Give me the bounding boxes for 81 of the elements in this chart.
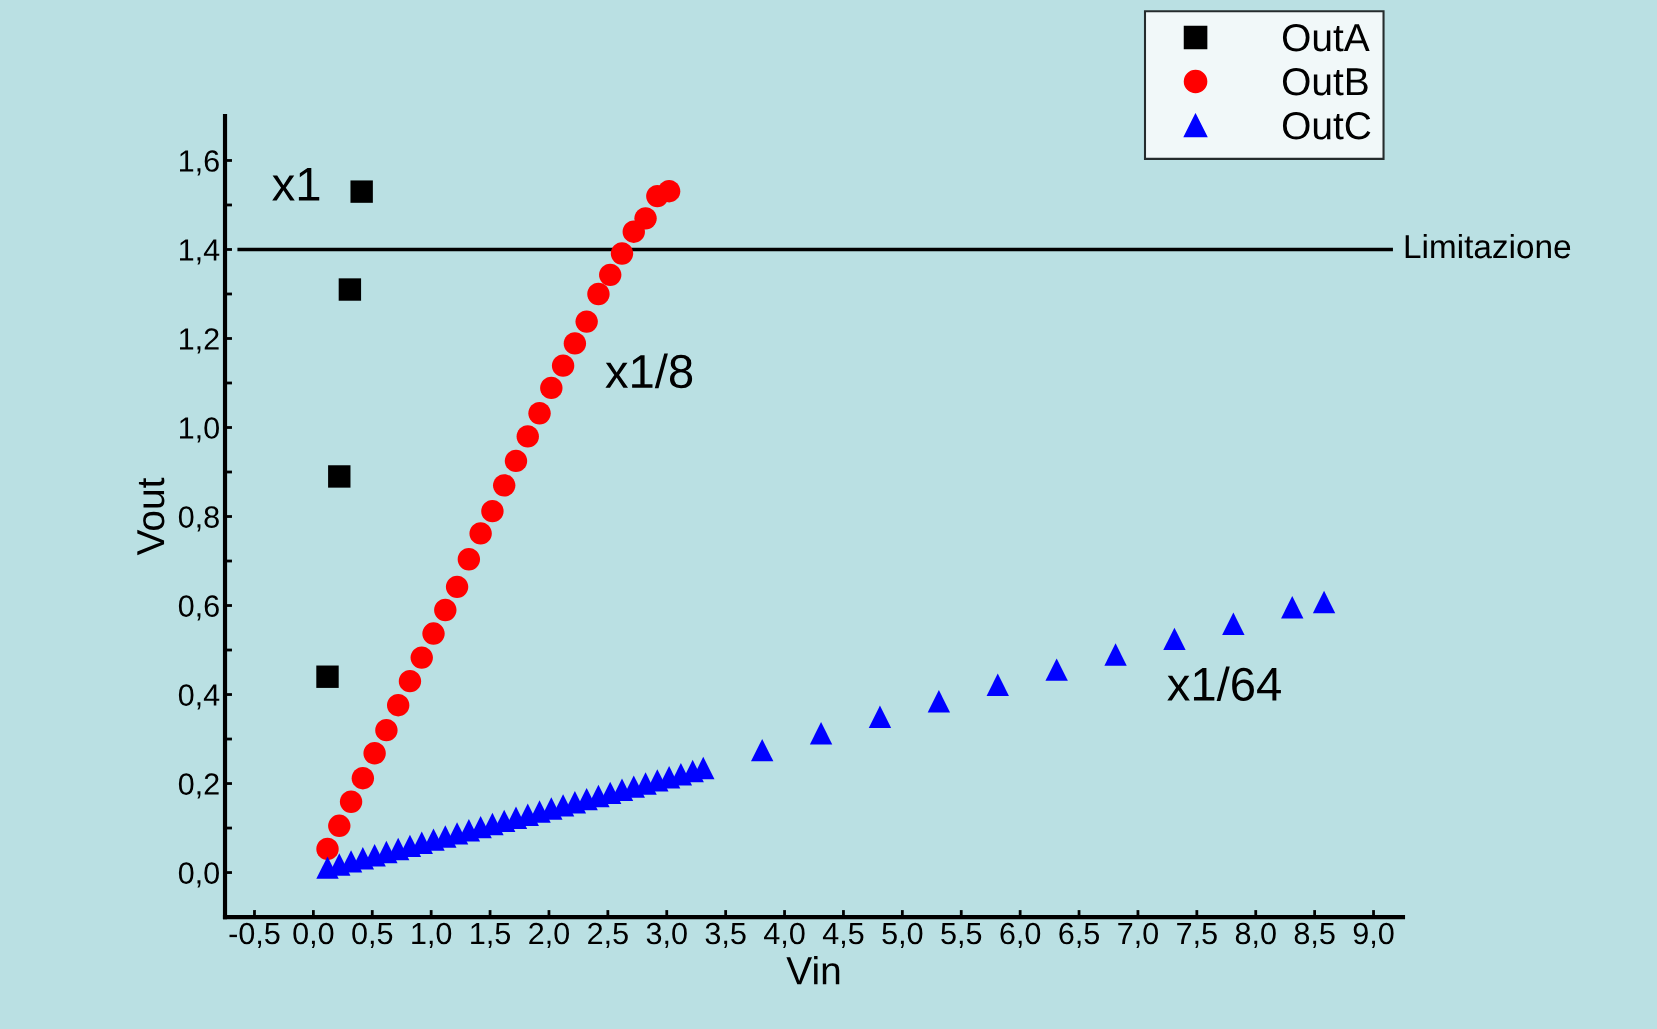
y-axis-title: Vout — [137, 477, 165, 556]
point — [599, 263, 622, 287]
point — [657, 179, 681, 203]
point — [516, 425, 539, 448]
point — [575, 310, 598, 333]
y-tick-label: 1,0 — [180, 417, 219, 443]
point — [328, 814, 351, 838]
point — [338, 278, 362, 301]
y-tick-label: 1,6 — [180, 150, 219, 176]
point — [410, 646, 433, 669]
annotation: x1/64 — [1167, 666, 1281, 702]
annotation: x1 — [272, 168, 320, 201]
point — [1281, 596, 1304, 619]
point — [457, 548, 481, 571]
x-tick-label: 4,0 — [764, 922, 805, 948]
point — [481, 499, 504, 523]
point — [1163, 627, 1186, 651]
point — [1104, 643, 1127, 666]
x-tick-label: 1,5 — [471, 923, 511, 948]
point — [363, 742, 386, 765]
x-tick-label: -0,5 — [229, 922, 280, 948]
x-tick-label: 5,5 — [941, 923, 982, 948]
x-tick-label: 2,5 — [588, 922, 628, 948]
x-tick-label: 2,0 — [529, 922, 569, 948]
point — [868, 705, 892, 728]
y-tick-label: 0,6 — [178, 595, 219, 621]
point — [528, 402, 551, 425]
legend-label: OutB — [1282, 67, 1368, 96]
x-tick-label: 6,5 — [1059, 922, 1099, 948]
y-tick-label: 0,0 — [178, 862, 219, 888]
x-tick-label: 4,5 — [822, 923, 864, 948]
x-tick-label: 7,5 — [1177, 923, 1217, 948]
point — [1312, 590, 1336, 614]
y-tick-label: 0,4 — [178, 684, 220, 710]
point — [469, 522, 492, 545]
point — [809, 722, 833, 745]
point — [316, 665, 339, 688]
point — [540, 376, 563, 400]
ref-line-label: Limitazione — [1405, 233, 1571, 259]
point — [1045, 658, 1068, 681]
annotation: x1/8 — [605, 353, 693, 389]
point — [634, 207, 657, 230]
x-tick-label: 8,0 — [1235, 922, 1276, 948]
point — [339, 790, 363, 813]
x-tick-label: 9,0 — [1353, 922, 1394, 948]
point — [493, 474, 516, 497]
x-tick-label: 8,5 — [1294, 922, 1335, 948]
y-tick-label: 0,8 — [178, 506, 219, 532]
point — [1222, 612, 1245, 635]
x-tick-label: 0,5 — [352, 922, 393, 948]
x-tick-label: 5,0 — [882, 922, 923, 948]
point — [551, 354, 575, 377]
y-tick-label: 1,4 — [180, 239, 220, 265]
point — [610, 242, 634, 265]
point — [563, 332, 587, 355]
y-tick-label: 0,2 — [178, 773, 219, 799]
x-tick-label: 3,5 — [705, 922, 746, 948]
x-axis-title: Vin — [786, 955, 840, 985]
x-tick-label: 7,0 — [1118, 922, 1158, 948]
point — [386, 694, 410, 717]
y-tick-label: 1,2 — [180, 328, 219, 354]
x-tick-label: 1,0 — [412, 922, 452, 948]
point — [398, 669, 422, 693]
point — [986, 673, 1009, 696]
x-tick-label: 3,0 — [646, 922, 687, 948]
point — [445, 575, 469, 599]
point — [351, 766, 375, 790]
point — [750, 738, 774, 762]
point — [927, 690, 951, 713]
point — [422, 622, 445, 645]
legend-label: OutA — [1282, 23, 1370, 52]
point — [328, 465, 351, 488]
legend-label: OutC — [1282, 112, 1371, 140]
point — [375, 718, 398, 742]
point — [316, 837, 339, 861]
x-tick-label: 6,0 — [1000, 922, 1041, 948]
point — [504, 449, 528, 473]
x-tick-label: 0,0 — [293, 922, 334, 948]
point — [587, 282, 610, 306]
point — [434, 598, 457, 622]
point — [350, 180, 373, 203]
